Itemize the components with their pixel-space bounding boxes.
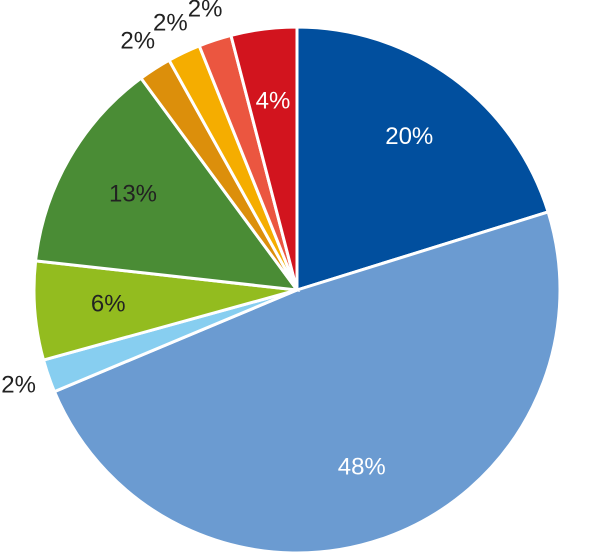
pie-slice [229,25,299,291]
data-label: 20% [385,123,433,150]
data-label: 2% [120,28,155,55]
data-label: 6% [91,290,126,317]
pie-slice [52,210,562,555]
data-label: 13% [109,181,157,208]
data-label: 2% [188,0,223,22]
data-label: 2% [1,372,36,399]
data-label: 48% [338,453,386,480]
pie-slice [295,25,551,293]
pie-slice [33,76,301,292]
data-label: 2% [153,9,188,36]
data-label: 4% [256,88,291,115]
